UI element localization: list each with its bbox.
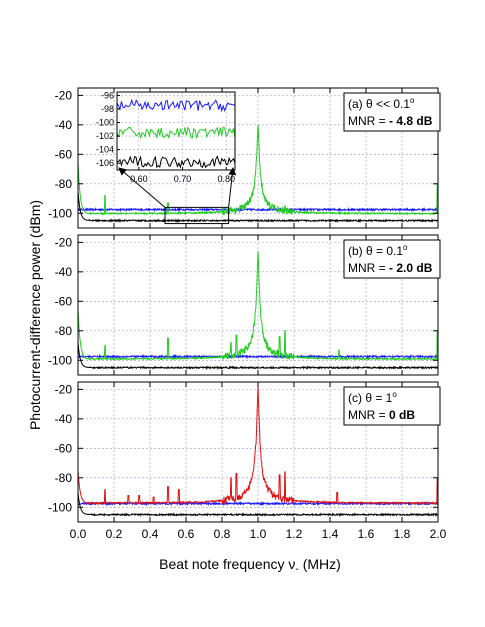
series-blue-line bbox=[77, 206, 439, 213]
series-black-line bbox=[77, 342, 439, 371]
y-tick-label: -80 bbox=[55, 177, 73, 191]
x-tick-label: 0.8 bbox=[214, 527, 231, 541]
x-tick-label: 0.2 bbox=[106, 527, 123, 541]
inset-y-tick-label: -100 bbox=[96, 118, 114, 128]
degree-superscript: o bbox=[392, 390, 397, 399]
panel-label-text: (b) θ = 0.1 bbox=[348, 244, 403, 258]
x-tick-label: 1.4 bbox=[322, 527, 339, 541]
panel-a: -20 -40 -60 -80 -100 (a) θ << 0.1o MNR = - 4.8… bbox=[48, 87, 441, 229]
y-tick-label: -100 bbox=[48, 353, 72, 367]
series-blue-line bbox=[77, 353, 439, 360]
y-tick-label: -40 bbox=[55, 118, 73, 132]
y-tick-label: -60 bbox=[55, 294, 73, 308]
x-axis-label-unit: (MHz) bbox=[303, 556, 341, 572]
panel-annotation-box bbox=[343, 386, 441, 426]
inset-y-tick-label: -104 bbox=[96, 145, 114, 155]
y-tick-label: -60 bbox=[55, 147, 73, 161]
panel-mnr-label: MNR = 0 dB bbox=[348, 408, 415, 422]
inset-frame bbox=[116, 91, 236, 171]
panel-label-text: (a) θ << 0.1 bbox=[348, 97, 410, 111]
y-tick-label: -80 bbox=[55, 324, 73, 338]
inset-series-green-line bbox=[116, 126, 236, 140]
series-black-line bbox=[77, 492, 439, 518]
inset-x-tick-label: 0.60 bbox=[130, 174, 148, 184]
degree-superscript: o bbox=[410, 96, 415, 105]
mnr-prefix: MNR = bbox=[348, 408, 389, 422]
y-tick-label: -20 bbox=[55, 235, 73, 249]
zoom-region-box bbox=[164, 206, 230, 225]
zoom-arrow-right bbox=[228, 167, 237, 208]
panel-c: -20 -40 -60 -80 -100 0.0 0.2 0.4 0.6 0.8 1.0 1.2 1.4… bbox=[48, 381, 447, 541]
x-tick-label: 1.6 bbox=[358, 527, 375, 541]
x-tick-label: 0.4 bbox=[142, 527, 159, 541]
mnr-prefix: MNR = bbox=[348, 261, 389, 275]
panel-mnr-label: MNR = - 2.0 dB bbox=[348, 261, 433, 275]
inset-series-black-line bbox=[116, 155, 236, 169]
inset-y-tick-label: -96 bbox=[101, 90, 114, 100]
inset-y-tick-label: -102 bbox=[96, 131, 114, 141]
y-tick-label: -20 bbox=[55, 88, 73, 102]
inset-y-tick-label: -106 bbox=[96, 158, 114, 168]
y-tick-label: -80 bbox=[55, 471, 73, 485]
x-tick-label: 1.0 bbox=[250, 527, 267, 541]
x-tick-label: 1.8 bbox=[394, 527, 411, 541]
series-green-line bbox=[77, 251, 438, 362]
y-tick-label: -40 bbox=[55, 412, 73, 426]
panel-b: -20 -40 -60 -80 -100 (b) θ = 0.1o MNR = - 2.0 … bbox=[48, 234, 441, 376]
series-black-line bbox=[77, 191, 439, 224]
panel-condition-label: (c) θ = 1o bbox=[348, 390, 397, 405]
inset-series-blue-line bbox=[116, 98, 236, 113]
mnr-value: 0 dB bbox=[389, 408, 415, 422]
panel-annotation-box bbox=[343, 239, 441, 279]
y-tick-label: -60 bbox=[55, 441, 73, 455]
degree-superscript: o bbox=[403, 243, 408, 252]
inset-plot: -96 -98 -100 -102 -104 -106 0.60 0.70 0.80 bbox=[96, 90, 236, 184]
panel-condition-label: (b) θ = 0.1o bbox=[348, 243, 408, 258]
y-axis-label: Photocurrent-difference power (dBm) bbox=[27, 200, 43, 430]
inset-y-tick-label: -98 bbox=[101, 104, 114, 114]
x-tick-label: 1.2 bbox=[286, 527, 303, 541]
series-green-line bbox=[77, 124, 438, 216]
y-tick-label: -100 bbox=[48, 500, 72, 514]
panel-condition-label: (a) θ << 0.1o bbox=[348, 96, 415, 111]
inset-x-tick-label: 0.80 bbox=[217, 174, 235, 184]
x-tick-label: 0.6 bbox=[178, 527, 195, 541]
mnr-value: - 2.0 dB bbox=[389, 261, 433, 275]
panel-annotation-box bbox=[343, 92, 441, 132]
x-axis-label-main: Beat note frequency ν bbox=[159, 556, 295, 572]
x-tick-label: 2.0 bbox=[430, 527, 447, 541]
y-tick-label: -40 bbox=[55, 265, 73, 279]
x-tick-label: 0.0 bbox=[70, 527, 87, 541]
panel-label-text: (c) θ = 1 bbox=[348, 391, 393, 405]
y-tick-label: -20 bbox=[55, 382, 73, 396]
mnr-prefix: MNR = bbox=[348, 114, 389, 128]
mnr-value: - 4.8 dB bbox=[389, 114, 433, 128]
panel-mnr-label: MNR = - 4.8 dB bbox=[348, 114, 433, 128]
y-tick-label: -100 bbox=[48, 206, 72, 220]
x-axis-label-sub: - bbox=[295, 564, 298, 575]
inset-x-tick-label: 0.70 bbox=[174, 174, 192, 184]
x-axis-label: Beat note frequency ν- (MHz) bbox=[159, 556, 341, 575]
zoom-arrow-left bbox=[118, 167, 166, 208]
